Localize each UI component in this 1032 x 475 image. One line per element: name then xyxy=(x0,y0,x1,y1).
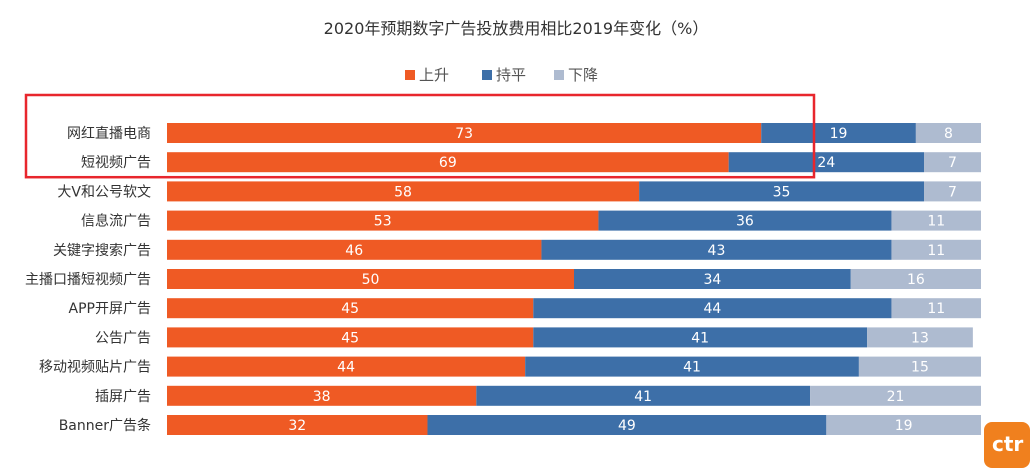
bar-5-series-2 xyxy=(541,239,892,260)
bar-7-series-1 xyxy=(167,298,534,319)
bar-6-series-1 xyxy=(167,269,574,289)
legend-swatch-1 xyxy=(405,70,415,80)
bar-4-series-2 xyxy=(598,210,892,231)
legend-label-1: 上升 xyxy=(419,66,449,84)
data-label-1-series-1: 73 xyxy=(455,126,473,142)
data-label-9-series-3: 15 xyxy=(911,360,929,376)
data-label-4-series-3: 11 xyxy=(927,214,945,230)
category-label-2: 短视频广告 xyxy=(81,155,151,171)
bar-1-series-1 xyxy=(167,123,762,143)
data-label-11-series-3: 19 xyxy=(895,418,913,434)
category-label-11: Banner广告条 xyxy=(59,417,151,434)
data-label-2-series-2: 24 xyxy=(817,155,835,171)
data-label-4-series-2: 36 xyxy=(736,214,754,230)
bar-11-series-2 xyxy=(427,415,827,435)
bar-6-series-2 xyxy=(574,269,851,289)
data-label-3-series-3: 7 xyxy=(948,184,957,200)
data-label-9-series-2: 41 xyxy=(683,360,701,376)
bar-4-series-1 xyxy=(167,210,599,231)
bar-5-series-3 xyxy=(891,239,981,260)
data-label-3-series-1: 58 xyxy=(394,184,412,200)
bar-7-series-2 xyxy=(533,298,892,319)
data-label-7-series-1: 45 xyxy=(341,301,359,317)
category-label-9: 移动视频贴片广告 xyxy=(39,360,151,376)
data-label-11-series-1: 32 xyxy=(288,418,306,434)
logo-text: ctr xyxy=(992,432,1024,456)
data-label-2-series-1: 69 xyxy=(439,155,457,171)
bar-5-series-1 xyxy=(167,239,542,260)
data-label-5-series-2: 43 xyxy=(708,243,726,259)
highlight-box xyxy=(24,93,816,179)
category-label-10: 插屏广告 xyxy=(95,389,151,405)
category-label-6: 主播口播短视频广告 xyxy=(25,272,151,288)
bar-2-series-2 xyxy=(728,152,925,173)
data-label-8-series-3: 13 xyxy=(911,330,929,346)
bar-1-series-3 xyxy=(915,123,981,143)
category-label-4: 信息流广告 xyxy=(81,213,151,230)
bar-6-series-3 xyxy=(850,269,981,289)
bar-4-series-3 xyxy=(891,210,981,231)
bar-1-series-2 xyxy=(761,123,916,143)
data-label-2-series-3: 7 xyxy=(948,155,957,171)
bar-10-series-1 xyxy=(167,385,477,406)
bar-8-series-3 xyxy=(867,327,973,348)
legend-label-3: 下降 xyxy=(568,66,598,84)
data-label-5-series-1: 46 xyxy=(345,243,363,259)
category-label-5: 关键字搜索广告 xyxy=(53,242,151,259)
data-label-6-series-1: 50 xyxy=(362,272,380,288)
data-label-10-series-3: 21 xyxy=(887,389,905,405)
legend-swatch-2 xyxy=(482,70,492,80)
data-label-11-series-2: 49 xyxy=(618,418,636,434)
category-label-8: 公告广告 xyxy=(95,330,151,346)
chart-title: 2020年预期数字广告投放费用相比2019年变化（%） xyxy=(324,19,709,38)
bar-2-series-1 xyxy=(167,152,729,173)
category-label-7: APP开屏广告 xyxy=(69,301,151,317)
bar-8-series-2 xyxy=(533,327,868,348)
category-label-1: 网红直播电商 xyxy=(67,125,151,142)
data-label-10-series-2: 41 xyxy=(634,389,652,405)
bar-11-series-3 xyxy=(826,415,981,435)
bar-3-series-1 xyxy=(167,181,640,202)
bar-8-series-1 xyxy=(167,327,534,348)
data-label-6-series-2: 34 xyxy=(703,272,721,288)
data-label-3-series-2: 35 xyxy=(773,184,791,200)
legend: 上升 持平 下降 xyxy=(405,66,598,84)
bar-9-series-3 xyxy=(858,356,981,377)
bars: 73 19 8 69 24 7 58 35 7 53 36 11 46 43 11 50 34 16 45 44 11 4… xyxy=(167,123,981,435)
data-label-1-series-2: 19 xyxy=(830,126,848,142)
bar-10-series-2 xyxy=(476,385,811,406)
data-label-7-series-2: 44 xyxy=(703,301,721,317)
data-label-5-series-3: 11 xyxy=(927,243,945,259)
bar-3-series-3 xyxy=(924,181,981,202)
data-label-9-series-1: 44 xyxy=(337,360,355,376)
data-label-7-series-3: 11 xyxy=(927,301,945,317)
bar-9-series-2 xyxy=(525,356,859,377)
data-label-8-series-2: 41 xyxy=(691,330,709,346)
bar-3-series-2 xyxy=(639,181,925,202)
legend-label-2: 持平 xyxy=(496,66,526,84)
bar-11-series-1 xyxy=(167,415,428,435)
data-label-4-series-1: 53 xyxy=(374,214,392,230)
bar-7-series-3 xyxy=(891,298,981,319)
bar-10-series-3 xyxy=(810,385,981,406)
data-label-6-series-3: 16 xyxy=(907,272,925,288)
data-label-10-series-1: 38 xyxy=(313,389,331,405)
bar-2-series-3 xyxy=(924,152,981,173)
category-label-3: 大V和公号软文 xyxy=(57,184,151,200)
ctr-logo: ctr xyxy=(984,422,1030,468)
bar-9-series-1 xyxy=(167,356,526,377)
legend-swatch-3 xyxy=(554,70,564,80)
data-label-8-series-1: 45 xyxy=(341,330,359,346)
data-label-1-series-3: 8 xyxy=(944,126,953,142)
